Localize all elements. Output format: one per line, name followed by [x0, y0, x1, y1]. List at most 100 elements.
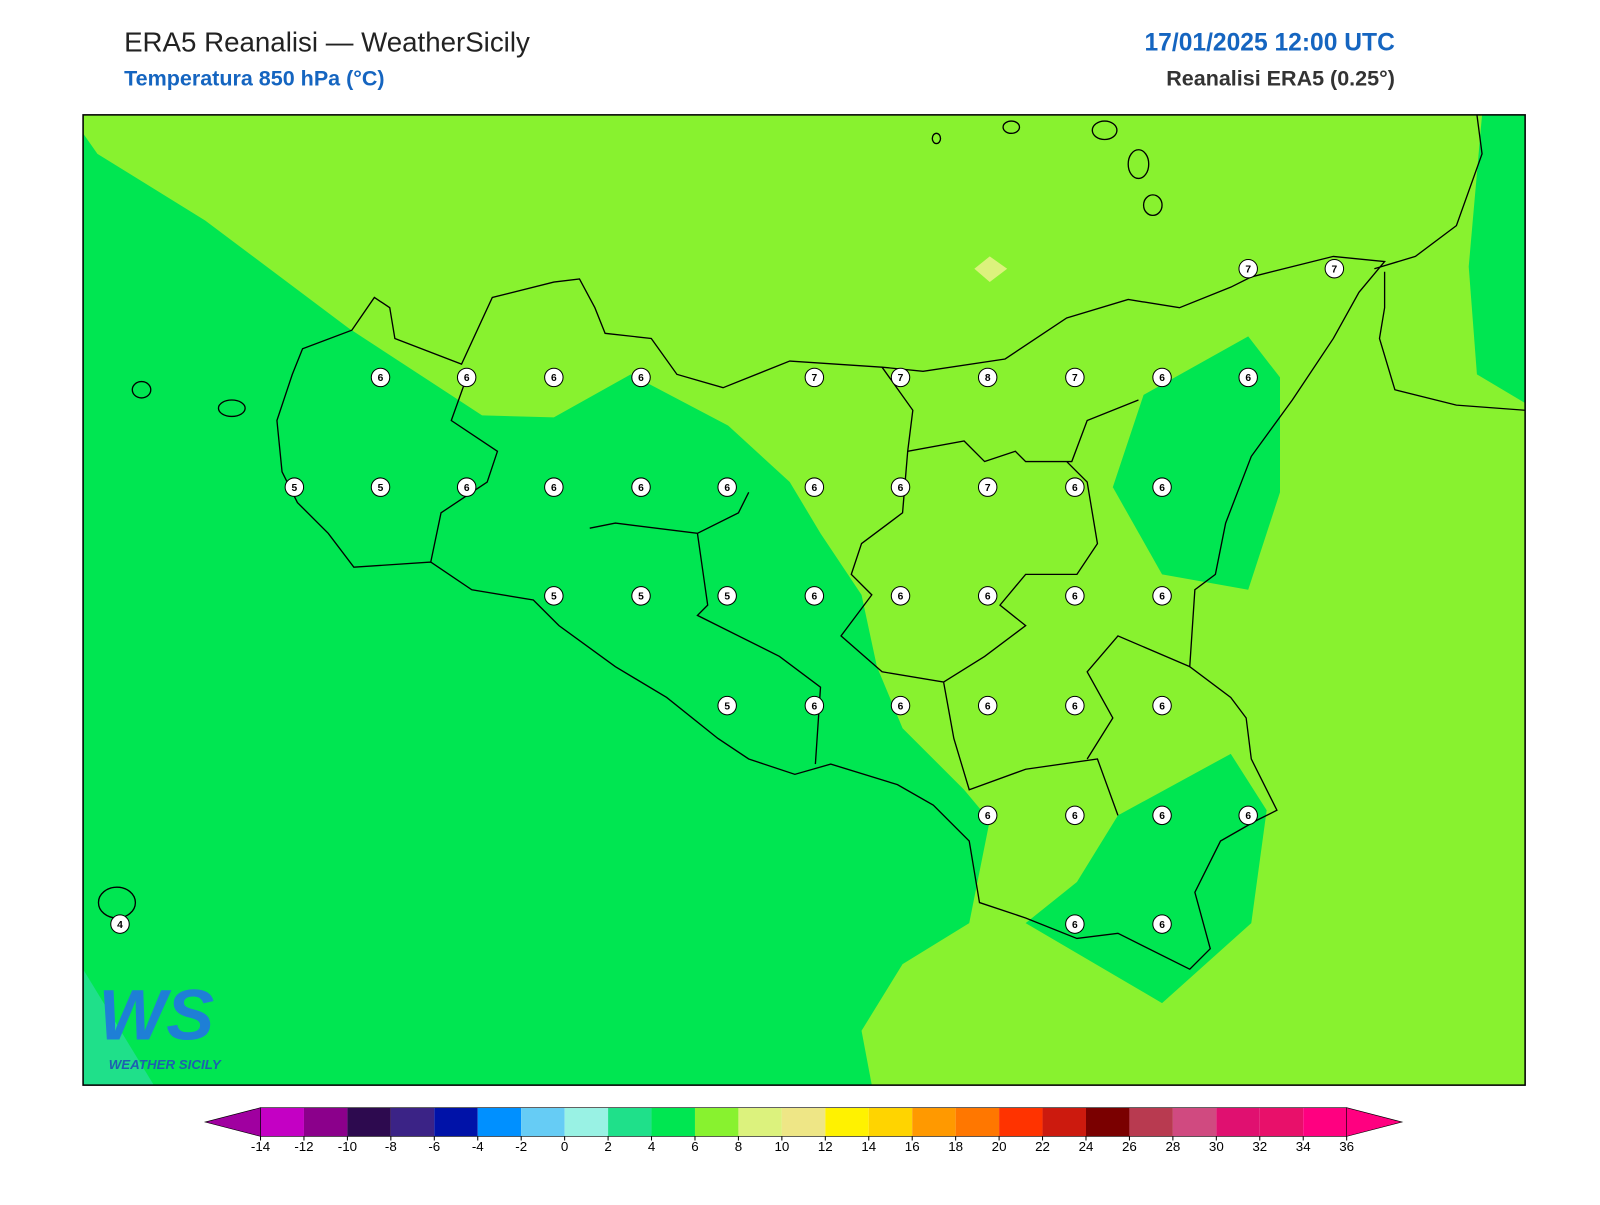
colorbar-tick-label: -6 [428, 1139, 440, 1154]
station-value: 6 [551, 373, 557, 384]
colorbar-bin [1259, 1107, 1304, 1137]
logo-letters: WS [98, 975, 214, 1055]
station-marker [1152, 914, 1172, 934]
colorbar-tick-label: 12 [818, 1139, 833, 1154]
station-marker [977, 805, 998, 826]
station-value: 6 [985, 701, 991, 712]
station-value: 5 [724, 701, 730, 712]
map-area: 7 7 6 6 6 6 7 7 8 7 6 6 5 5 6 6 6 6 6 6 7 6 6 5 5 5 6 6 6 6 6 5 6 6 6 6 6 6 6 6… [82, 114, 1526, 1086]
station-layer: 7 7 6 6 6 6 7 7 8 7 6 6 5 5 6 6 6 6 6 6 7 6 6 5 5 5 6 6 6 6 6 5 6 6 6 6 6 6 6 6… [110, 258, 1345, 934]
station-value: 7 [1072, 373, 1078, 384]
colorbar-tick-label: -4 [472, 1139, 484, 1154]
station-marker [1238, 367, 1258, 388]
colorbar-bin [1216, 1107, 1260, 1137]
colorbar-bin [955, 1107, 1000, 1137]
field-4-6 [1468, 114, 1526, 404]
station-marker [717, 695, 737, 716]
station-value: 7 [812, 373, 818, 384]
station-marker [631, 477, 651, 497]
field-4-6 [1112, 336, 1280, 590]
logo: WS WEATHER SICILY [98, 975, 221, 1072]
station-value: 7 [985, 483, 991, 494]
station-value: 5 [551, 592, 557, 603]
station-value: 6 [898, 701, 904, 712]
station-marker [1238, 805, 1258, 826]
station-marker [456, 477, 477, 497]
colorbar-bin [347, 1107, 391, 1137]
station-marker [631, 367, 651, 388]
station-value: 6 [638, 373, 644, 384]
colorbar: -14 -12 -10 -8 -6 -4 -2 0 2 4 6 8 10 12 14 16 18 20 22 24 26… [203, 1107, 1404, 1154]
station-marker [1065, 586, 1085, 606]
colorbar-bin [521, 1107, 565, 1137]
island [1002, 120, 1021, 134]
colorbar-tick-label: 28 [1165, 1139, 1180, 1154]
colorbar-over [1346, 1107, 1404, 1137]
colorbar-bin [825, 1107, 869, 1137]
coastline [276, 255, 1386, 971]
station-value: 6 [1072, 483, 1078, 494]
station-marker [890, 695, 911, 716]
station-value: 6 [898, 483, 904, 494]
colorbar-tick-label: -2 [515, 1139, 527, 1154]
station-marker [1065, 914, 1085, 934]
colorbar-tick-label: 34 [1296, 1139, 1311, 1154]
station-value: 6 [1245, 373, 1251, 384]
station-value: 6 [1159, 483, 1165, 494]
station-marker [977, 367, 998, 388]
colorbar-bin [1085, 1107, 1130, 1137]
station-value: 6 [1159, 592, 1165, 603]
station-marker [284, 477, 305, 497]
colorbar-tick-label: 0 [561, 1139, 568, 1154]
station-marker [1065, 477, 1085, 497]
colorbar-bin [781, 1107, 826, 1137]
station-value: 6 [1245, 811, 1251, 822]
colorbar-tick-label: 10 [774, 1139, 789, 1154]
colorbar-bin [738, 1107, 782, 1137]
colorbar-bin [868, 1107, 913, 1137]
colorbar-tick-label: 30 [1209, 1139, 1224, 1154]
colorbar-tick-label: 36 [1339, 1139, 1354, 1154]
station-marker [1065, 367, 1085, 388]
station-marker [890, 586, 911, 606]
station-value: 6 [1159, 373, 1165, 384]
colorbar-bin [260, 1107, 304, 1137]
station-marker [804, 695, 825, 716]
island [217, 399, 246, 418]
station-value: 5 [638, 592, 644, 603]
station-marker [804, 477, 825, 497]
colorbar-tick-label: 18 [948, 1139, 963, 1154]
colorbar-outline [260, 1107, 1347, 1137]
field-8-10 [974, 256, 1008, 283]
colorbar-tick-label: 16 [905, 1139, 920, 1154]
station-value: 6 [378, 373, 384, 384]
map-frame [82, 114, 1526, 1086]
colorbar-bin [1129, 1107, 1173, 1137]
station-value: 6 [1072, 592, 1078, 603]
colorbar-tick-label: 6 [691, 1139, 698, 1154]
station-value: 6 [1072, 701, 1078, 712]
coastline [1374, 114, 1526, 411]
station-marker [804, 367, 825, 388]
colorbar-tick-label: 20 [992, 1139, 1007, 1154]
colorbar-tick-label: 4 [648, 1139, 656, 1154]
station-marker [370, 367, 391, 388]
station-marker [110, 914, 130, 934]
station-marker [456, 367, 477, 388]
colorbar-bin [434, 1107, 478, 1137]
province-border [430, 366, 1191, 816]
field-4-6 [1025, 753, 1267, 1004]
colorbar-tick-label: 22 [1035, 1139, 1050, 1154]
station-marker [1152, 477, 1172, 497]
source: Reanalisi ERA5 (0.25°) [1166, 67, 1395, 91]
station-marker [1152, 805, 1172, 826]
colorbar-bin [912, 1107, 956, 1137]
title: ERA5 Reanalisi — WeatherSicily [124, 26, 530, 57]
station-value: 5 [292, 483, 298, 494]
datetime: 17/01/2025 12:00 UTC [1144, 30, 1395, 57]
station-marker [1065, 695, 1085, 716]
station-marker [804, 586, 825, 606]
station-value: 6 [638, 483, 644, 494]
colorbar-tick-label: -10 [338, 1139, 357, 1154]
colorbar-bin [303, 1107, 348, 1137]
